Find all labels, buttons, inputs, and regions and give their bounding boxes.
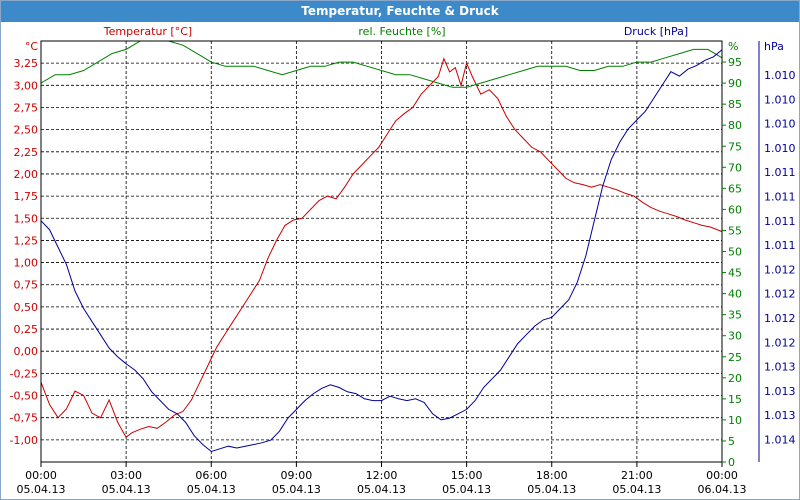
hum-tick-label: 65: [728, 182, 742, 195]
press-tick-label: 1.011: [764, 239, 796, 252]
x-tick-date: 05.04.13: [272, 483, 321, 496]
hum-tick-label: 75: [728, 140, 742, 153]
press-tick-label: 1.012: [764, 288, 796, 301]
temp-tick-label: 3,00: [14, 79, 39, 92]
hum-tick-label: 80: [728, 119, 742, 132]
press-tick-label: 1.012: [764, 263, 796, 276]
temp-tick-label: -0,25: [10, 367, 38, 380]
hum-tick-label: 30: [728, 330, 742, 343]
hum-tick-label: 55: [728, 224, 742, 237]
temp-tick-label: -0,50: [10, 390, 38, 403]
press-tick-label: 1.012: [764, 312, 796, 325]
temp-tick-label: 0,00: [14, 345, 39, 358]
x-tick-time: 12:00: [366, 469, 398, 482]
temp-tick-label: 0,25: [14, 323, 39, 336]
press-tick-label: 1.010: [764, 118, 796, 131]
press-tick-label: 1.011: [764, 191, 796, 204]
series-line-pressure: [40, 49, 723, 453]
temp-tick-label: 2,00: [14, 168, 39, 181]
temp-tick-label: 0,50: [14, 301, 39, 314]
temp-unit-label: °C: [25, 40, 39, 53]
hum-tick-label: 40: [728, 288, 742, 301]
press-tick-label: 1.013: [764, 385, 796, 398]
grid: [41, 41, 722, 462]
temp-tick-label: 2,75: [14, 101, 39, 114]
temp-tick-label: -0,75: [10, 412, 38, 425]
temp-tick-label: 2,25: [14, 146, 39, 159]
x-tick-date: 05.04.13: [17, 483, 66, 496]
press-tick-label: 1.012: [764, 336, 796, 349]
temp-tick-label: 1,25: [14, 234, 39, 247]
press-tick-label: 1.011: [764, 215, 796, 228]
x-tick-time: 06:00: [195, 469, 227, 482]
temp-tick-label: 1,00: [14, 257, 39, 270]
temp-tick-label: -1,00: [10, 434, 38, 447]
hum-tick-label: 5: [728, 435, 735, 448]
chart-title: Temperatur, Feuchte & Druck: [1, 1, 799, 22]
hum-tick-label: 35: [728, 309, 742, 322]
x-tick-time: 21:00: [621, 469, 653, 482]
axis-lines: [40, 40, 760, 467]
hum-tick-label: 45: [728, 267, 742, 280]
temp-tick-label: 1,50: [14, 212, 39, 225]
temp-tick-label: 3,25: [14, 57, 39, 70]
temp-tick-label: 0,75: [14, 279, 39, 292]
tick-labels: -1,00 -0,75 -0,50 -0,25 0,00 0,25 0,50 0,75 1,00…: [10, 25, 796, 496]
press-tick-label: 1.013: [764, 409, 796, 422]
x-tick-time: 00:00: [706, 469, 738, 482]
press-tick-label: 1.010: [764, 93, 796, 106]
hum-axis-title: rel. Feuchte [%]: [358, 25, 445, 38]
press-tick-label: 1.010: [764, 142, 796, 155]
x-tick-time: 15:00: [451, 469, 483, 482]
temp-tick-label: 2,50: [14, 124, 39, 137]
x-tick-date: 05.04.13: [357, 483, 406, 496]
hum-tick-label: 0: [728, 456, 735, 469]
press-tick-label: 1.011: [764, 166, 796, 179]
temp-tick-label: 1,75: [14, 190, 39, 203]
hum-unit-label: %: [728, 40, 738, 53]
x-tick-date: 06.04.13: [698, 483, 747, 496]
x-tick-time: 00:00: [25, 469, 57, 482]
hum-tick-label: 70: [728, 161, 742, 174]
hum-tick-label: 90: [728, 77, 742, 90]
temp-axis-title: Temperatur [°C]: [103, 25, 192, 38]
hum-tick-label: 95: [728, 56, 742, 69]
x-tick-date: 05.04.13: [187, 483, 236, 496]
press-tick-label: 1.014: [764, 434, 796, 447]
hum-tick-label: 25: [728, 351, 742, 364]
x-tick-time: 09:00: [281, 469, 313, 482]
hum-tick-label: 15: [728, 393, 742, 406]
x-tick-date: 05.04.13: [442, 483, 491, 496]
hum-tick-label: 60: [728, 203, 742, 216]
x-tick-time: 18:00: [536, 469, 568, 482]
hum-tick-label: 20: [728, 372, 742, 385]
x-tick-date: 05.04.13: [102, 483, 151, 496]
hum-tick-label: 50: [728, 246, 742, 259]
press-tick-label: 1.013: [764, 361, 796, 374]
press-tick-label: 1.010: [764, 69, 796, 82]
x-tick-date: 05.04.13: [527, 483, 576, 496]
hum-tick-label: 10: [728, 414, 742, 427]
x-tick-date: 05.04.13: [612, 483, 661, 496]
press-axis-title: Druck [hPa]: [624, 25, 688, 38]
x-tick-time: 03:00: [110, 469, 142, 482]
hum-tick-label: 85: [728, 98, 742, 111]
press-unit-label: hPa: [764, 40, 784, 53]
